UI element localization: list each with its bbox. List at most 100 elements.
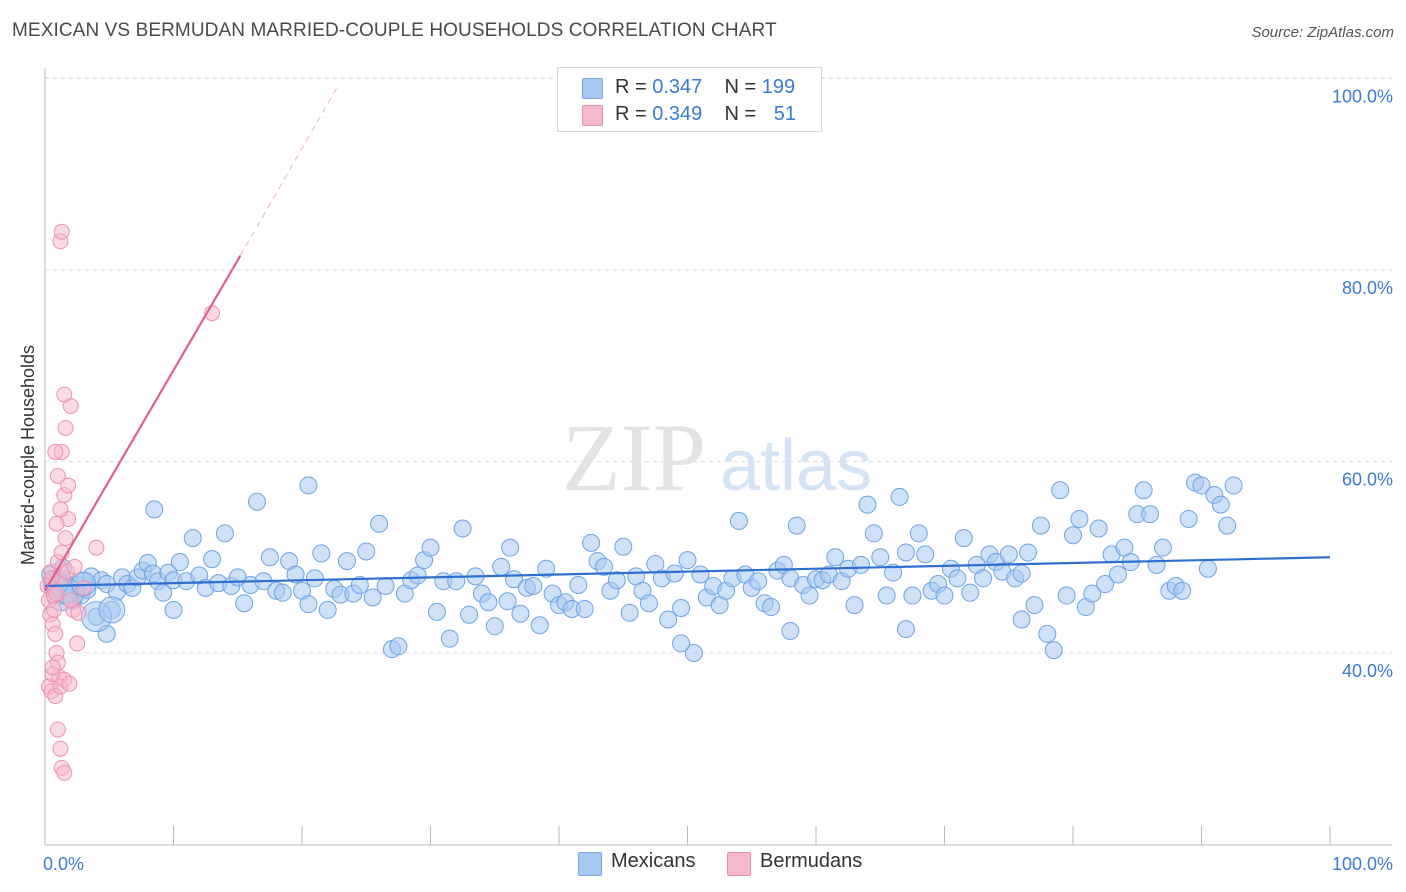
data-point-mexicans <box>1147 555 1166 574</box>
data-point-mexicans <box>1044 641 1063 660</box>
y-tick-label: 40.0% <box>1342 661 1393 681</box>
data-point-mexicans <box>145 500 164 519</box>
data-point-mexicans <box>485 617 504 636</box>
data-point-mexicans <box>363 588 382 607</box>
data-point-mexicans <box>1096 575 1115 594</box>
data-point-mexicans <box>1218 516 1237 535</box>
data-point-mexicans <box>1025 596 1044 615</box>
data-point-mexicans <box>948 569 967 588</box>
data-point-bermudans <box>57 419 74 436</box>
data-point-mexicans <box>305 569 324 588</box>
data-point-bermudans <box>48 585 65 602</box>
bottom-legend-swatch-mexicans <box>578 852 602 876</box>
data-point-mexicans <box>614 537 633 556</box>
data-point-bermudans <box>44 659 61 676</box>
data-point-mexicans <box>884 563 903 582</box>
data-point-mexicans <box>607 571 626 590</box>
data-point-bermudans <box>47 443 64 460</box>
watermark-atlas: atlas <box>720 426 872 506</box>
data-point-mexicans <box>639 594 658 613</box>
data-point-bermudans <box>49 467 66 484</box>
data-point-mexicans <box>749 572 768 591</box>
data-point-mexicans <box>537 559 556 578</box>
legend-n-value: 199 <box>761 76 796 98</box>
data-point-mexicans <box>858 495 877 514</box>
data-point-mexicans <box>1051 481 1070 500</box>
legend-n-value: 51 <box>773 103 797 125</box>
data-point-mexicans <box>427 602 446 621</box>
data-point-bermudans <box>49 721 66 738</box>
data-point-mexicans <box>215 524 234 543</box>
data-point-bermudans <box>45 601 62 618</box>
data-point-mexicans <box>1019 543 1038 562</box>
data-point-mexicans <box>916 545 935 564</box>
data-point-mexicans <box>909 524 928 543</box>
correlation-legend: R = 0.347 N = 199 R = 0.349 N = 51 <box>557 67 822 132</box>
data-point-mexicans <box>871 548 890 567</box>
data-point-mexicans <box>1089 519 1108 538</box>
data-point-mexicans <box>1083 584 1102 603</box>
data-point-mexicans <box>235 594 254 613</box>
data-point-mexicans <box>203 550 222 569</box>
y-axis-label: Married-couple Households <box>18 345 38 565</box>
bottom-legend-label: Bermudans <box>760 850 863 872</box>
data-point-mexicans <box>569 576 588 595</box>
data-point-mexicans <box>408 566 427 585</box>
data-point-mexicans <box>260 548 279 567</box>
data-point-mexicans <box>453 519 472 538</box>
data-point-bermudans <box>75 579 92 596</box>
data-point-mexicans <box>248 492 267 511</box>
data-point-mexicans <box>530 616 549 635</box>
data-point-mexicans <box>1198 559 1217 578</box>
tick-labels: 40.0% 60.0% 80.0% 100.0% 0.0% 100.0% <box>43 87 1393 875</box>
data-point-mexicans <box>961 583 980 602</box>
data-point-mexicans <box>1064 526 1082 545</box>
data-point-mexicans <box>1057 586 1076 605</box>
data-point-mexicans <box>1108 565 1127 584</box>
data-point-mexicans <box>890 487 909 506</box>
trend-line-bermudans <box>44 255 242 592</box>
watermark-zip: ZIP <box>562 404 706 511</box>
data-point-mexicans <box>440 629 459 648</box>
data-point-mexicans <box>376 576 395 595</box>
data-point-mexicans <box>1179 509 1198 528</box>
data-point-mexicans <box>312 544 331 563</box>
data-point-mexicans <box>864 524 883 543</box>
data-point-mexicans <box>787 516 806 535</box>
data-point-mexicans <box>524 576 543 595</box>
source-credit: Source: ZipAtlas.com <box>1251 24 1394 41</box>
watermark: ZIP atlas <box>562 404 872 511</box>
data-point-mexicans <box>164 600 183 619</box>
data-point-mexicans <box>1070 509 1089 528</box>
data-point-mexicans <box>672 598 691 617</box>
data-point-mexicans <box>479 593 498 612</box>
data-point-mexicans <box>678 551 697 570</box>
chart-title: MEXICAN VS BERMUDAN MARRIED-COUPLE HOUSE… <box>12 20 777 41</box>
data-point-mexicans <box>684 644 703 662</box>
data-point-mexicans <box>974 569 993 588</box>
data-point-mexicans <box>877 586 896 605</box>
data-point-mexicans <box>511 604 530 623</box>
data-point-mexicans <box>357 542 376 561</box>
data-point-mexicans <box>729 511 748 530</box>
data-point-mexicans <box>826 548 845 567</box>
legend-r-label: R = <box>615 103 653 125</box>
bottom-legend-swatch-bermudans <box>727 852 751 876</box>
data-point-mexicans <box>460 605 479 624</box>
data-point-mexicans <box>896 543 915 562</box>
data-point-bermudans <box>56 386 73 403</box>
data-point-mexicans <box>665 564 684 583</box>
data-point-mexicans <box>421 538 440 557</box>
data-point-bermudans <box>48 515 65 532</box>
data-point-mexicans <box>299 595 318 614</box>
data-point-mexicans <box>954 529 973 548</box>
legend-swatch-mexicans <box>582 78 603 99</box>
legend-n-label: N = <box>724 103 762 125</box>
data-point-mexicans <box>575 599 594 618</box>
data-point-mexicans <box>659 610 678 629</box>
data-point-mexicans <box>999 545 1018 564</box>
data-point-mexicans <box>318 600 337 619</box>
data-point-mexicans <box>498 592 517 611</box>
data-point-mexicans <box>1224 476 1243 495</box>
data-point-bermudans <box>61 675 78 692</box>
